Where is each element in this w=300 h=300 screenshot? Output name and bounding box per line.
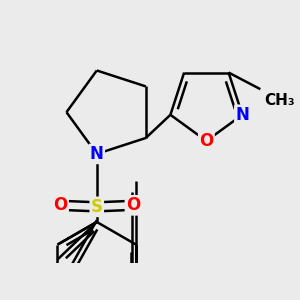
Text: O: O — [53, 196, 68, 214]
Text: CH₃: CH₃ — [264, 93, 295, 108]
Text: O: O — [126, 196, 140, 214]
Text: S: S — [91, 198, 103, 216]
Text: N: N — [236, 106, 249, 124]
Text: N: N — [90, 145, 104, 163]
Text: O: O — [199, 132, 214, 150]
